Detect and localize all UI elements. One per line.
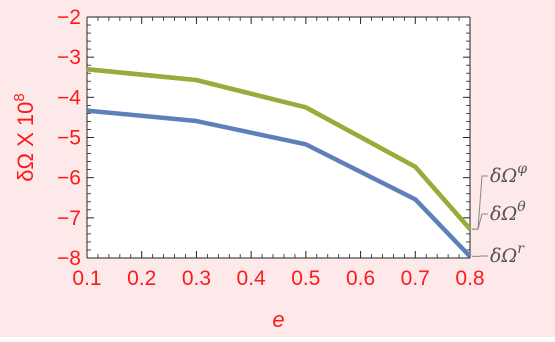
y-tick-label: −2 xyxy=(57,6,81,29)
y-tick-label: −5 xyxy=(57,127,81,150)
y-tick-label: −3 xyxy=(57,46,81,69)
x-tick-label: 0.1 xyxy=(72,267,101,290)
y-tick-label: −8 xyxy=(57,247,81,270)
x-tick-label: 0.2 xyxy=(127,267,156,290)
x-tick-label: 0.6 xyxy=(346,267,375,290)
y-tick-label: −4 xyxy=(57,86,81,109)
x-tick-label: 0.4 xyxy=(237,267,267,290)
x-tick-label: 0.7 xyxy=(401,267,430,290)
x-tick-label: 0.3 xyxy=(182,267,211,290)
x-tick-label: 0.5 xyxy=(291,267,320,290)
y-axis-label: δΩ X 108 xyxy=(11,93,38,181)
x-axis-label: e xyxy=(272,307,284,332)
y-tick-label: −6 xyxy=(57,167,81,190)
x-tick-label: 0.8 xyxy=(455,267,484,290)
y-tick-label: −7 xyxy=(57,207,81,230)
